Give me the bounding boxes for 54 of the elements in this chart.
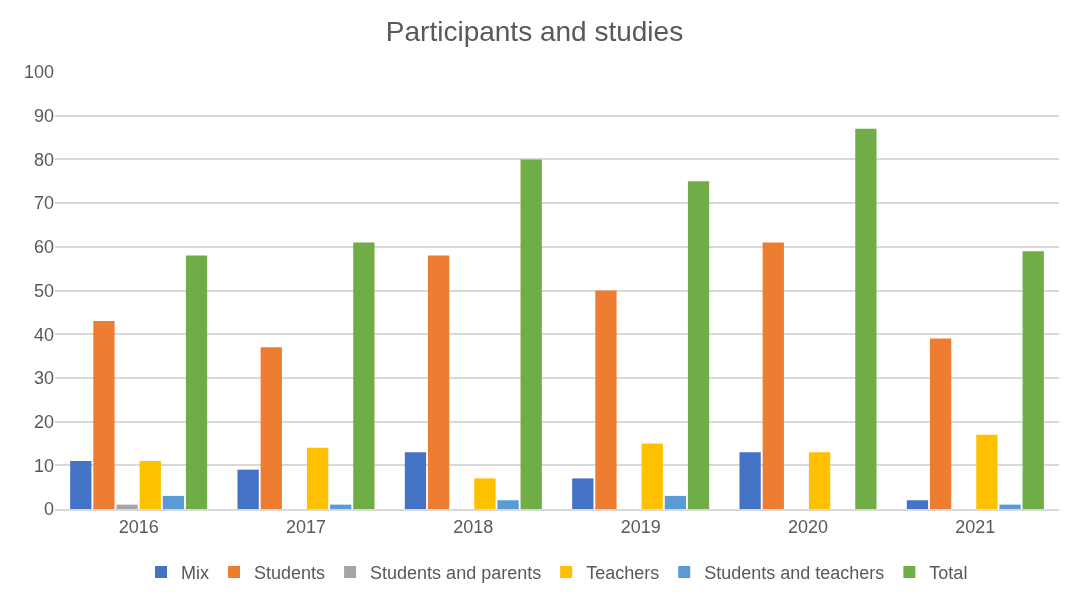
- x-tick-label: 2018: [453, 516, 494, 537]
- bar: [260, 347, 282, 509]
- legend-label: Teachers: [586, 563, 660, 584]
- bar: [162, 495, 185, 509]
- x-tick-label: 2017: [285, 516, 327, 537]
- bar: [999, 504, 1021, 509]
- bar: [906, 500, 929, 509]
- bar: [474, 478, 496, 509]
- y-tick-label: 40: [33, 324, 54, 345]
- bar: [116, 504, 138, 509]
- y-tick-label: 80: [33, 149, 54, 170]
- legend-label: Students and teachers: [704, 563, 885, 584]
- bar: [70, 460, 92, 509]
- bar: [739, 452, 761, 509]
- y-tick-label: 20: [33, 411, 54, 432]
- y-tick-label: 70: [33, 193, 54, 214]
- bar: [855, 128, 877, 509]
- bar: [762, 242, 784, 509]
- x-tick-label: 2020: [787, 516, 829, 537]
- y-tick-label: 50: [33, 280, 54, 301]
- bar: [664, 495, 687, 509]
- bar: [687, 181, 710, 509]
- legend-label: Students: [254, 563, 326, 584]
- legend-label: Total: [929, 563, 968, 584]
- bar: [572, 478, 594, 509]
- bar: [641, 443, 663, 509]
- y-tick-label: 30: [33, 368, 54, 389]
- y-tick-label: 0: [43, 499, 54, 520]
- bar: [808, 452, 831, 509]
- x-tick-label: 2021: [955, 516, 996, 537]
- bar: [976, 434, 998, 509]
- legend-label: Mix: [181, 563, 209, 584]
- bar: [139, 460, 161, 509]
- bar: [427, 255, 450, 509]
- bar: [330, 504, 352, 509]
- y-tick-label: 100: [23, 62, 54, 83]
- y-tick-label: 10: [33, 455, 54, 476]
- bar: [306, 447, 329, 509]
- x-tick-label: 2016: [118, 516, 159, 537]
- x-tick-label: 2019: [620, 516, 661, 537]
- bar: [595, 290, 617, 509]
- bar: [404, 452, 427, 509]
- bar: [520, 159, 542, 509]
- bar: [93, 321, 115, 509]
- y-tick-label: 90: [33, 106, 54, 126]
- bar: [1022, 251, 1044, 509]
- bar: [497, 500, 519, 509]
- bar: [929, 338, 952, 509]
- bar: [353, 242, 375, 509]
- chart-title: Participants and studies: [385, 15, 684, 47]
- y-tick-label: 60: [33, 237, 54, 258]
- bar: [237, 469, 259, 509]
- bar: [185, 255, 208, 509]
- legend-label: Students and parents: [370, 563, 542, 584]
